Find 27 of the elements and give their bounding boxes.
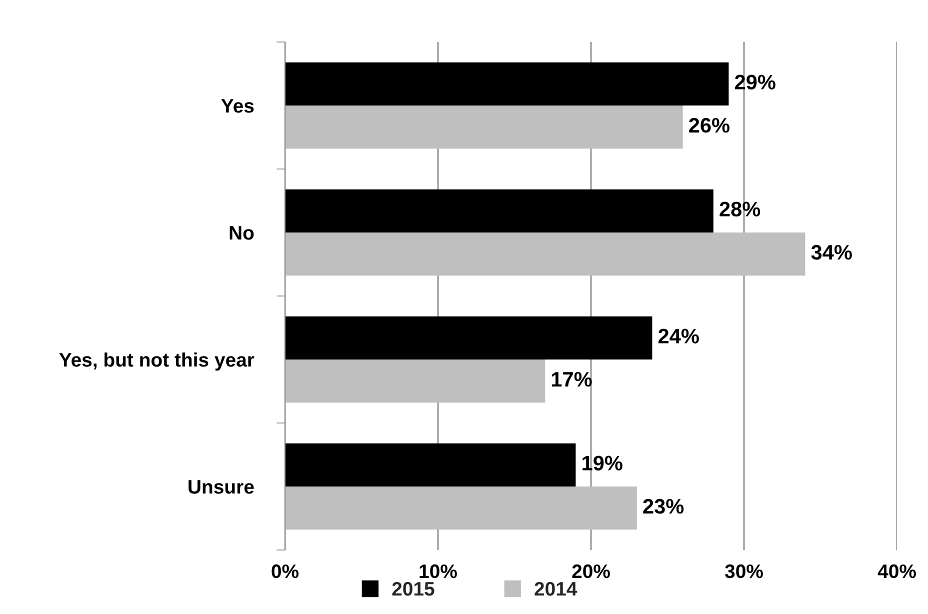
bar — [285, 62, 729, 106]
data-label: 34% — [811, 244, 852, 260]
x-tick-label: 10% — [420, 564, 457, 578]
legend-label: 2015 — [392, 582, 434, 596]
x-tick-label: 0% — [272, 564, 299, 578]
bar — [285, 106, 683, 149]
data-label: 23% — [643, 498, 684, 514]
bar — [285, 316, 652, 360]
data-label: 17% — [552, 372, 592, 387]
bar — [285, 189, 714, 232]
bar — [285, 443, 576, 486]
y-tick-label: Yes — [221, 99, 254, 113]
legend-label: 2014 — [534, 582, 578, 596]
x-tick-label: 30% — [724, 564, 763, 578]
y-tick-label: Unsure — [188, 480, 254, 494]
bar — [285, 232, 806, 276]
y-tick-label: Yes, but not this year — [59, 352, 254, 371]
y-tick-label: No — [230, 226, 254, 240]
data-label: 19% — [582, 456, 622, 470]
data-label: 26% — [689, 118, 730, 133]
bar — [285, 360, 546, 403]
bar — [285, 486, 637, 530]
data-label: 24% — [658, 328, 699, 344]
data-label: 28% — [720, 202, 760, 216]
x-tick-label: 20% — [572, 564, 610, 578]
data-label: 29% — [734, 74, 776, 90]
x-tick-label: 40% — [878, 564, 916, 578]
